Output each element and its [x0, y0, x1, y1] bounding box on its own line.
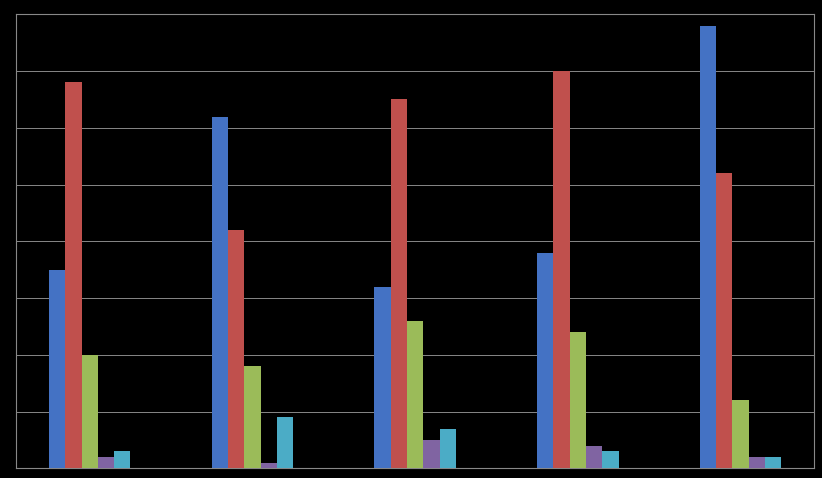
- Bar: [765, 457, 781, 468]
- Bar: [212, 117, 228, 468]
- Bar: [407, 321, 423, 468]
- Bar: [375, 287, 390, 468]
- Bar: [603, 451, 618, 468]
- Bar: [553, 71, 570, 468]
- Bar: [228, 230, 244, 468]
- Bar: [423, 440, 440, 468]
- Bar: [277, 417, 293, 468]
- Bar: [244, 366, 261, 468]
- Bar: [440, 429, 455, 468]
- Bar: [570, 332, 586, 468]
- Bar: [732, 401, 749, 468]
- Bar: [81, 355, 98, 468]
- Bar: [98, 457, 114, 468]
- Bar: [749, 457, 765, 468]
- Bar: [700, 26, 716, 468]
- Bar: [65, 83, 81, 468]
- Bar: [390, 99, 407, 468]
- Bar: [537, 253, 553, 468]
- Bar: [49, 270, 65, 468]
- Bar: [716, 174, 732, 468]
- Bar: [586, 445, 603, 468]
- Bar: [114, 451, 131, 468]
- Bar: [261, 463, 277, 468]
